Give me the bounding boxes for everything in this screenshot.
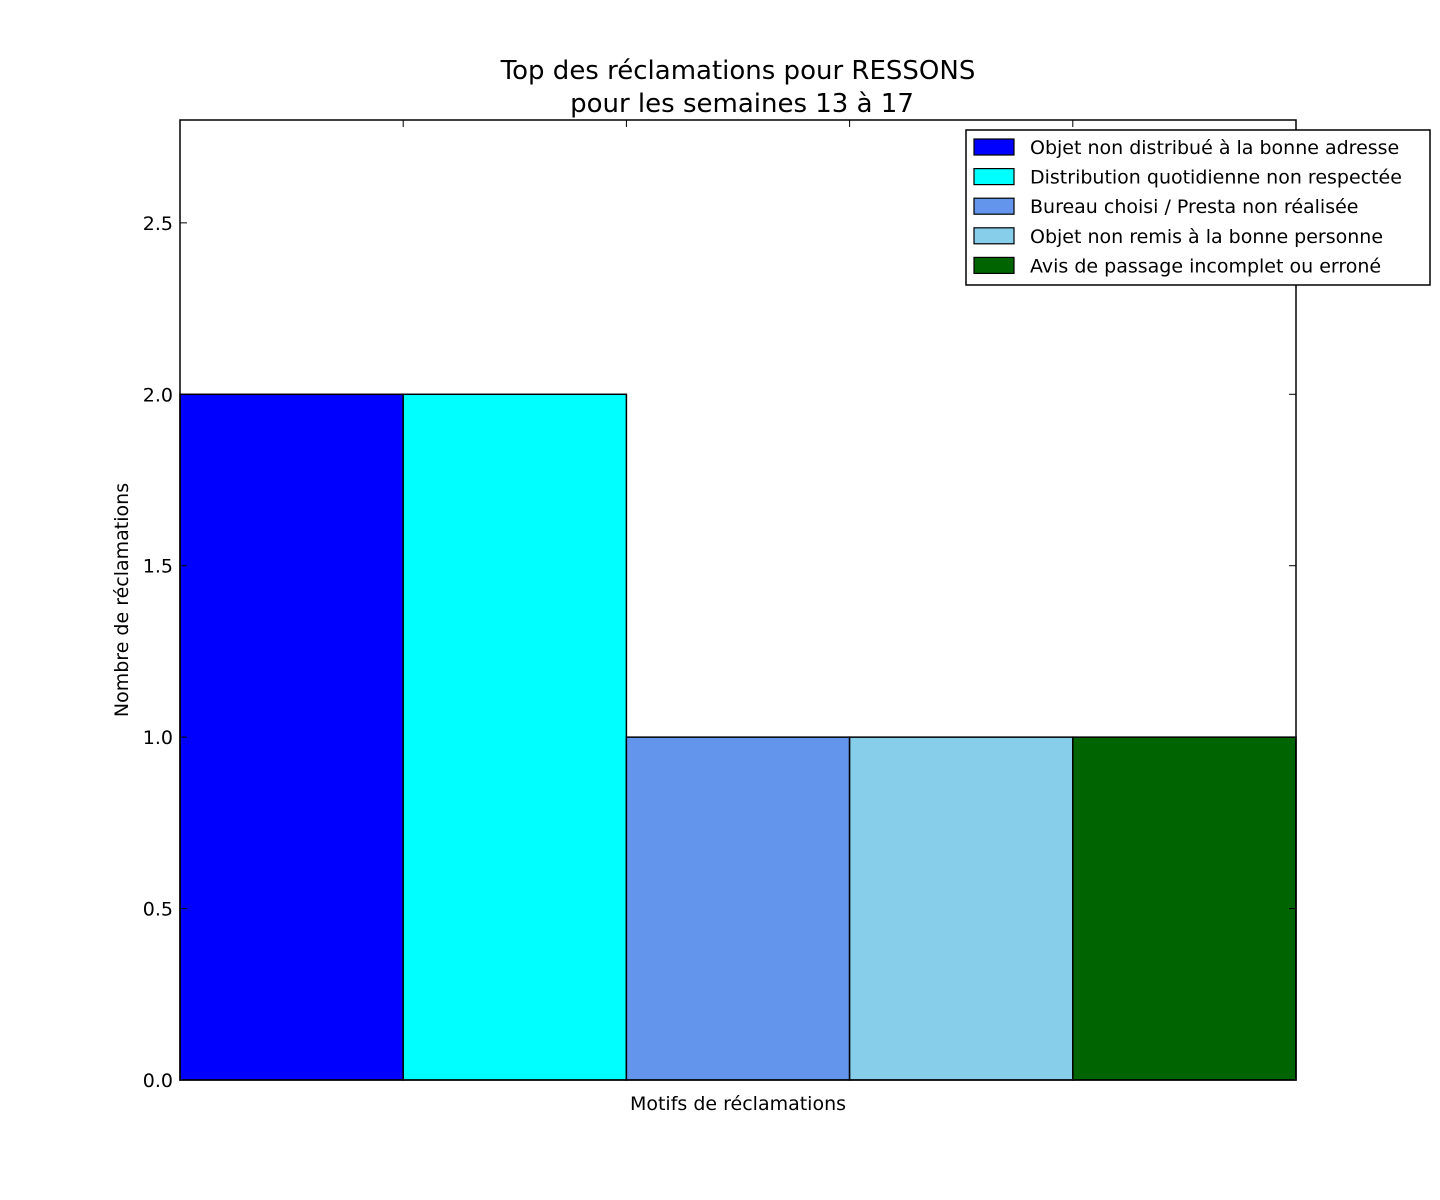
plot-frame [179, 119, 1297, 1081]
x-axis-label: Motifs de réclamations [630, 1093, 846, 1115]
legend-swatch-4 [973, 227, 1015, 245]
y-tick-label: 2.5 [143, 213, 173, 235]
bar-5 [1072, 736, 1297, 1081]
legend-label-4: Objet non remis à la bonne personne [1030, 226, 1383, 248]
legend: Objet non distribué à la bonne adresse Di… [965, 129, 1431, 286]
legend-swatch-1 [973, 138, 1015, 156]
legend-label-3: Bureau choisi / Presta non réalisée [1030, 196, 1358, 218]
legend-swatch-2 [973, 168, 1015, 186]
chart-title: Top des réclamations pour RESSONS [500, 56, 976, 86]
legend-swatch-3 [973, 197, 1015, 215]
bar-4 [848, 736, 1074, 1081]
bar-1 [179, 393, 404, 1081]
legend-label-2: Distribution quotidienne non respectée [1030, 167, 1402, 189]
legend-label-5: Avis de passage incomplet ou erroné [1030, 255, 1381, 277]
y-axis-label: Nombre de réclamations [111, 483, 133, 717]
bar-3 [625, 736, 851, 1081]
y-tick-label: 0.0 [143, 1070, 173, 1092]
bar-2 [402, 393, 628, 1081]
y-tick-label: 2.0 [143, 384, 173, 406]
axis-ticks: 0.0 0.5 1.0 1.5 2.0 2.5 [143, 120, 1296, 1092]
legend-frame [965, 129, 1431, 286]
y-tick-label: 0.5 [143, 899, 173, 921]
chart-subtitle: pour les semaines 13 à 17 [570, 89, 914, 119]
y-tick-label: 1.0 [143, 727, 173, 749]
legend-swatch-5 [973, 256, 1015, 274]
bars [179, 393, 1297, 1081]
legend-label-1: Objet non distribué à la bonne adresse [1030, 137, 1399, 159]
y-tick-label: 1.5 [143, 556, 173, 578]
